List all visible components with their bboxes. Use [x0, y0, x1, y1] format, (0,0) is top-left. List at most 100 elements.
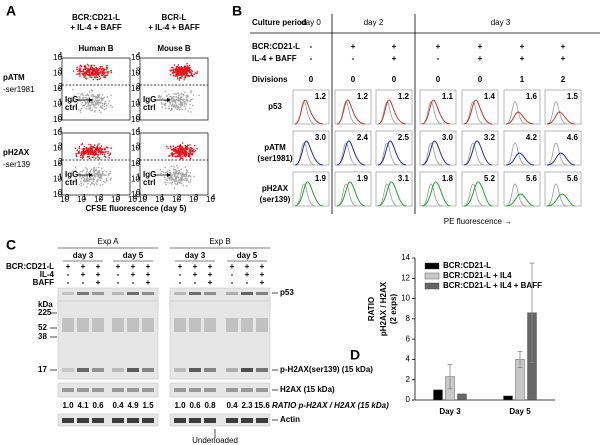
- sign: -: [132, 278, 135, 287]
- x-tick-exponent: 0: [65, 193, 70, 202]
- band: [226, 368, 238, 372]
- cell-dot: [93, 183, 95, 186]
- cell-dot: [186, 73, 189, 75]
- cell-dot: [186, 100, 189, 102]
- cell-dot: [171, 103, 174, 105]
- y-tick-base: 10: [131, 115, 140, 124]
- cell-dot: [172, 178, 175, 180]
- sign: -: [117, 278, 120, 287]
- band: [142, 368, 154, 372]
- cell-dot: [80, 93, 82, 96]
- cell-dot: [171, 176, 174, 178]
- cell-dot: [188, 148, 191, 150]
- cell-dot: [82, 94, 84, 96]
- cell-dot: [85, 108, 88, 110]
- cell-dot: [177, 172, 180, 174]
- cell-dot: [75, 154, 78, 156]
- cell-dot: [79, 64, 82, 67]
- cell-dot: [99, 102, 101, 104]
- y-tick-base: 10: [131, 128, 140, 137]
- cell-dot: [96, 95, 99, 97]
- cell-dot: [90, 72, 92, 74]
- cell-dot: [175, 173, 178, 175]
- experiment-label: Exp A: [98, 237, 120, 246]
- cell-dot: [169, 103, 171, 105]
- y-tick-base: 10: [53, 115, 62, 124]
- mfi-value: 4.2: [526, 133, 538, 142]
- cell-dot: [109, 152, 112, 154]
- sign: +: [260, 262, 265, 271]
- cell-dot: [94, 175, 97, 178]
- cell-dot: [176, 93, 178, 95]
- cell-dot: [183, 69, 186, 72]
- mfi-value: 1.6: [526, 92, 538, 101]
- cell-dot: [81, 175, 84, 177]
- histogram-curve: [505, 111, 535, 125]
- cell-dot: [172, 67, 174, 69]
- cell-dot: [188, 71, 191, 74]
- cell-dot: [98, 175, 101, 177]
- cell-dot: [87, 149, 90, 152]
- cell-dot: [98, 158, 101, 160]
- cell-dot: [166, 179, 169, 182]
- cell-dot: [84, 179, 87, 182]
- cell-dot: [104, 100, 107, 103]
- sign: -: [352, 54, 355, 63]
- mfi-value: 5.2: [484, 174, 496, 183]
- cell-dot: [107, 70, 110, 73]
- cell-dot: [171, 181, 174, 184]
- cell-dot: [74, 177, 77, 180]
- y-tick-base: 10: [53, 53, 62, 62]
- cell-dot: [174, 93, 177, 95]
- cell-dot: [175, 104, 178, 106]
- cell-dot: [95, 182, 97, 184]
- cell-dot: [177, 181, 179, 183]
- cell-dot: [88, 108, 90, 110]
- cell-dot: [181, 98, 184, 101]
- band: [189, 292, 201, 295]
- mfi-value: 1.9: [357, 174, 369, 183]
- y-tick-base: 10: [131, 159, 140, 168]
- cell-dot: [94, 148, 97, 150]
- cell-dot: [177, 92, 180, 94]
- cell-dot: [179, 76, 181, 79]
- cell-dot: [178, 103, 181, 106]
- cell-dot: [83, 104, 86, 107]
- sign: -: [231, 278, 234, 287]
- cell-dot: [191, 153, 194, 156]
- cell-dot: [183, 174, 185, 177]
- cell-dot: [189, 144, 191, 146]
- cell-dot: [181, 108, 184, 111]
- panel-label: A: [6, 3, 16, 19]
- cell-dot: [184, 152, 186, 155]
- sign: +: [131, 262, 136, 271]
- y-tick-label: 2: [406, 375, 411, 384]
- histogram-curve: [294, 181, 324, 207]
- histogram-curve: [546, 152, 576, 166]
- band: [142, 292, 154, 295]
- cell-dot: [91, 96, 94, 98]
- cell-dot: [190, 69, 193, 71]
- cell-dot: [164, 172, 167, 174]
- cell-dot: [103, 69, 106, 72]
- blot-strip: [57, 382, 159, 398]
- mfi-value: 3.0: [442, 133, 454, 142]
- y-tick-label: 8: [406, 314, 411, 323]
- cell-dot: [79, 72, 81, 74]
- cell-dot: [91, 76, 93, 78]
- x-tick-exponent: 4: [133, 193, 138, 202]
- cell-dot: [192, 94, 195, 96]
- cell-dot: [94, 170, 97, 172]
- cell-dot: [186, 62, 188, 65]
- cell-dot: [181, 146, 183, 148]
- cell-dot: [193, 175, 195, 178]
- cell-dot: [91, 103, 93, 105]
- cell-dot: [91, 94, 94, 96]
- cell-dot: [78, 68, 81, 70]
- cell-dot: [189, 100, 191, 102]
- cell-dot: [106, 74, 109, 76]
- y-tick-exponent: 2: [58, 157, 63, 166]
- cell-dot: [183, 78, 185, 81]
- cell-dot: [101, 153, 104, 155]
- cell-dot: [191, 104, 194, 107]
